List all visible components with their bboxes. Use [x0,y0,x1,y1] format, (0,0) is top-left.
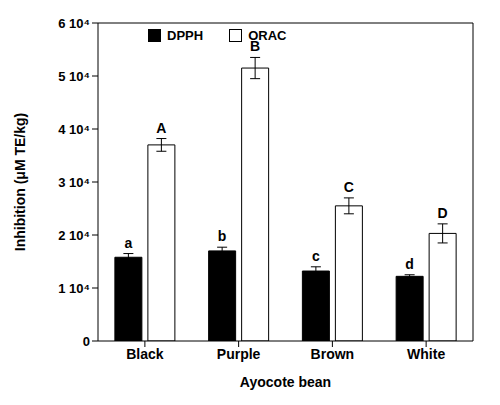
svg-text:Black: Black [126,346,164,362]
html-text:DPPH: DPPH [167,28,204,43]
svg-text:Inhibition (μM TE/kg): Inhibition (μM TE/kg) [12,113,28,251]
svg-text:1 10⁴: 1 10⁴ [58,281,90,296]
svg-text:4 10⁴: 4 10⁴ [58,122,90,137]
svg-text:6 10⁴: 6 10⁴ [58,16,90,31]
svg-text:A: A [156,120,166,136]
svg-text:5 10⁴: 5 10⁴ [58,69,90,84]
svg-text:White: White [407,346,445,362]
svg-text:0: 0 [83,334,90,349]
svg-text:d: d [405,256,414,272]
svg-text:D: D [438,205,448,221]
svg-text:Ayocote bean: Ayocote bean [240,374,331,390]
svg-text:Brown: Brown [311,346,355,362]
svg-text:2 10⁴: 2 10⁴ [58,228,90,243]
svg-text:Purple: Purple [217,346,261,362]
svg-text:3 10⁴: 3 10⁴ [58,175,90,190]
svg-text:C: C [344,179,354,195]
svg-text:B: B [250,38,261,55]
svg-text:b: b [218,228,227,244]
svg-text:a: a [124,235,132,251]
svg-text:c: c [312,248,320,264]
html-text:ORAC: ORAC [248,28,287,43]
